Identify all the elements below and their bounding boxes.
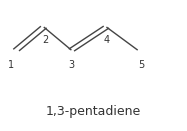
Text: 3: 3	[68, 61, 74, 70]
Text: 4: 4	[103, 35, 109, 45]
Text: 1: 1	[7, 61, 14, 70]
Text: 5: 5	[138, 61, 145, 70]
Text: 1,3-pentadiene: 1,3-pentadiene	[46, 105, 141, 118]
Text: 2: 2	[42, 35, 49, 45]
